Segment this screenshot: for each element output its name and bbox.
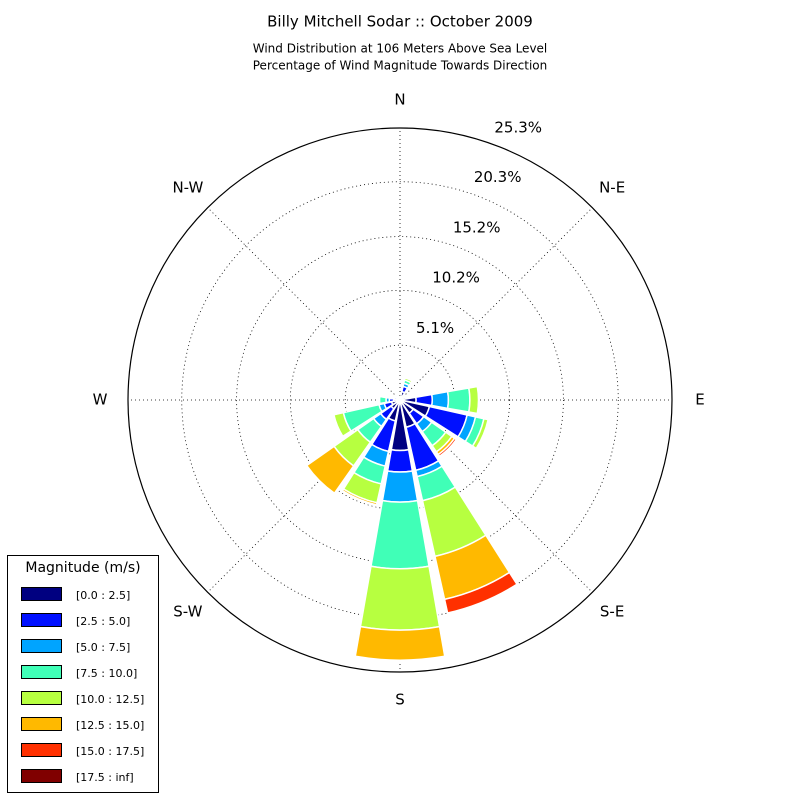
bar-segment xyxy=(471,417,490,450)
bar-segment xyxy=(305,445,355,495)
spoke xyxy=(399,399,593,593)
legend-label: [12.5 : 15.0] xyxy=(76,719,144,732)
bar-segment xyxy=(403,377,414,384)
direction-label: N xyxy=(394,91,405,109)
legend-label: [7.5 : 10.0] xyxy=(76,667,137,680)
chart-subtitle: Wind Distribution at 106 Meters Above Se… xyxy=(253,42,548,56)
bar-segment xyxy=(359,565,441,631)
r-tick-label: 5.1% xyxy=(416,319,454,337)
r-tick-label: 25.3% xyxy=(494,118,542,136)
bar-segment xyxy=(443,571,518,614)
bar-segment xyxy=(394,394,400,400)
outer-ring xyxy=(127,127,673,673)
direction-label: N-E xyxy=(599,178,625,196)
legend-label: [0.0 : 2.5] xyxy=(76,589,130,602)
bar-segment xyxy=(430,390,450,410)
legend-label: [15.0 : 17.5] xyxy=(76,745,144,758)
bars xyxy=(305,377,518,661)
direction-label: E xyxy=(695,391,704,409)
r-tick-label: 10.2% xyxy=(432,268,480,286)
legend-swatch xyxy=(21,691,62,705)
legend-label: [5.0 : 7.5] xyxy=(76,641,130,654)
direction-label: N-W xyxy=(172,178,203,196)
legend-label: [10.0 : 12.5] xyxy=(76,693,144,706)
direction-label: S-W xyxy=(173,603,202,621)
legend: Magnitude (m/s) [0.0 : 2.5] [2.5 : 5.0] [5… xyxy=(7,555,159,793)
bar-segment xyxy=(333,411,353,438)
legend-swatch xyxy=(21,613,62,627)
spoke xyxy=(399,207,593,401)
bar-segment xyxy=(381,470,419,503)
direction-label: W xyxy=(93,391,108,409)
direction-label: S xyxy=(395,691,405,709)
chart-subtitle: Percentage of Wind Magnitude Towards Dir… xyxy=(253,59,547,73)
spoke xyxy=(207,207,401,401)
legend-swatch xyxy=(21,769,62,783)
bar-segment xyxy=(354,625,446,661)
r-tick-label: 20.3% xyxy=(474,168,522,186)
legend-swatch xyxy=(21,717,62,731)
legend-swatch xyxy=(21,639,62,653)
spoke xyxy=(207,399,401,593)
bar-segment xyxy=(340,489,378,507)
direction-label: S-E xyxy=(600,603,624,621)
legend-swatch xyxy=(21,587,62,601)
bar-segment xyxy=(437,437,458,458)
bar-segment xyxy=(378,395,388,405)
legend-label: [2.5 : 5.0] xyxy=(76,615,130,628)
legend-title: Magnitude (m/s) xyxy=(25,560,140,576)
legend-swatch xyxy=(21,665,62,679)
r-tick-label: 15.2% xyxy=(453,219,501,237)
grid-ring xyxy=(181,181,619,619)
bar-segment xyxy=(386,448,414,473)
bar-segment xyxy=(397,395,401,401)
bar-segment xyxy=(467,385,480,415)
chart-title: Billy Mitchell Sodar :: October 2009 xyxy=(267,13,533,31)
legend-swatch xyxy=(21,743,62,757)
bar-segment xyxy=(446,387,471,413)
legend-label: [17.5 : inf] xyxy=(76,771,134,784)
